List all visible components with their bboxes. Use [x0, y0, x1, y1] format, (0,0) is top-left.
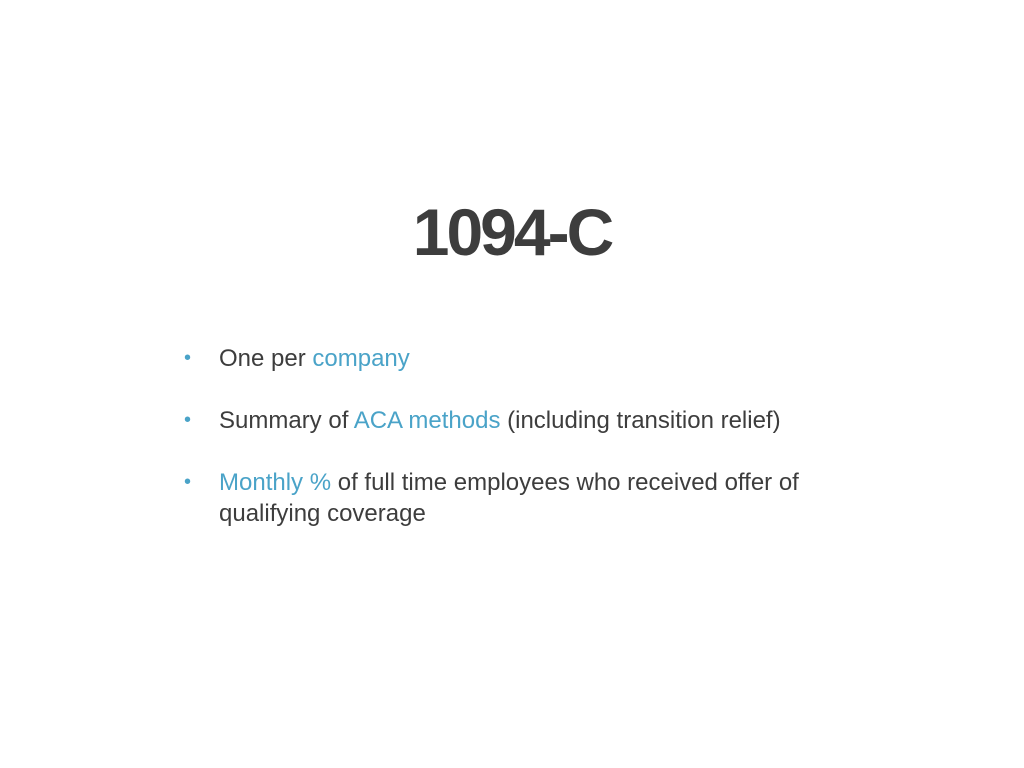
bullet-item-monthly-percent: • Monthly % of full time employees who r… [184, 467, 844, 529]
bullet-icon: • [184, 409, 192, 431]
bullet-item-company: • One per company [184, 343, 844, 374]
bullet-highlight: Monthly % [219, 469, 332, 496]
bullet-icon: • [184, 347, 192, 369]
bullet-list: • One per company • Summary of ACA metho… [184, 343, 844, 560]
slide-title: 1094-C [412, 195, 614, 269]
bullet-highlight: ACA methods [353, 407, 501, 434]
bullet-text-before: Summary of [219, 407, 354, 434]
bullet-text-before: One per [219, 345, 313, 372]
bullet-icon: • [184, 471, 192, 493]
bullet-highlight: company [312, 345, 410, 372]
bullet-text-after: of full time employees who received offe… [219, 469, 799, 527]
bullet-text-after: (including transition relief) [500, 407, 781, 434]
bullet-item-aca-methods: • Summary of ACA methods (including tran… [184, 405, 844, 436]
